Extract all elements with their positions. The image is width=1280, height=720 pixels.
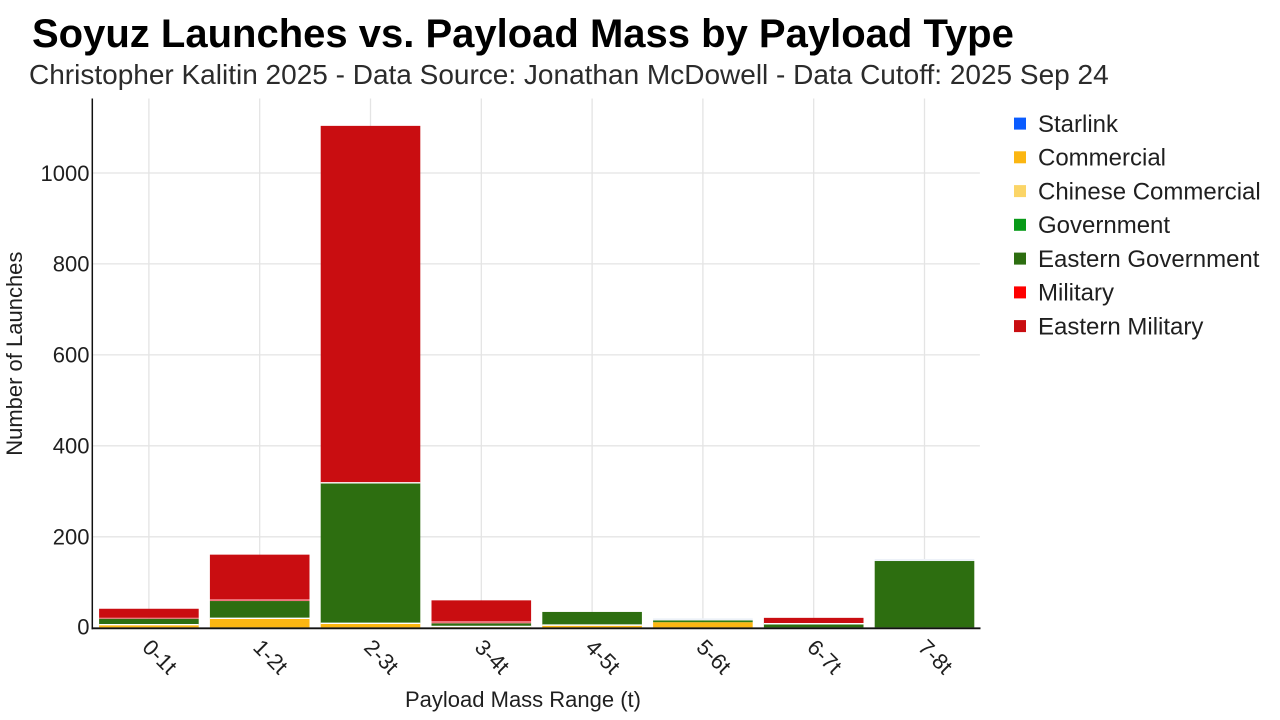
svg-text:Starlink: Starlink bbox=[1038, 111, 1119, 138]
svg-text:Eastern Government: Eastern Government bbox=[1038, 246, 1260, 273]
svg-text:Chinese Commercial: Chinese Commercial bbox=[1038, 178, 1261, 205]
svg-text:Military: Military bbox=[1038, 280, 1114, 307]
svg-text:600: 600 bbox=[53, 343, 90, 368]
svg-text:Commercial: Commercial bbox=[1038, 145, 1166, 172]
svg-text:800: 800 bbox=[53, 252, 90, 277]
svg-text:0: 0 bbox=[77, 615, 89, 640]
svg-text:1000: 1000 bbox=[41, 161, 90, 186]
svg-text:Government: Government bbox=[1038, 212, 1170, 239]
svg-text:200: 200 bbox=[53, 525, 90, 550]
svg-text:Eastern Military: Eastern Military bbox=[1038, 313, 1203, 340]
svg-text:Number of Launches: Number of Launches bbox=[2, 252, 27, 456]
svg-text:Payload Mass Range (t): Payload Mass Range (t) bbox=[405, 687, 641, 712]
svg-text:400: 400 bbox=[53, 434, 90, 459]
